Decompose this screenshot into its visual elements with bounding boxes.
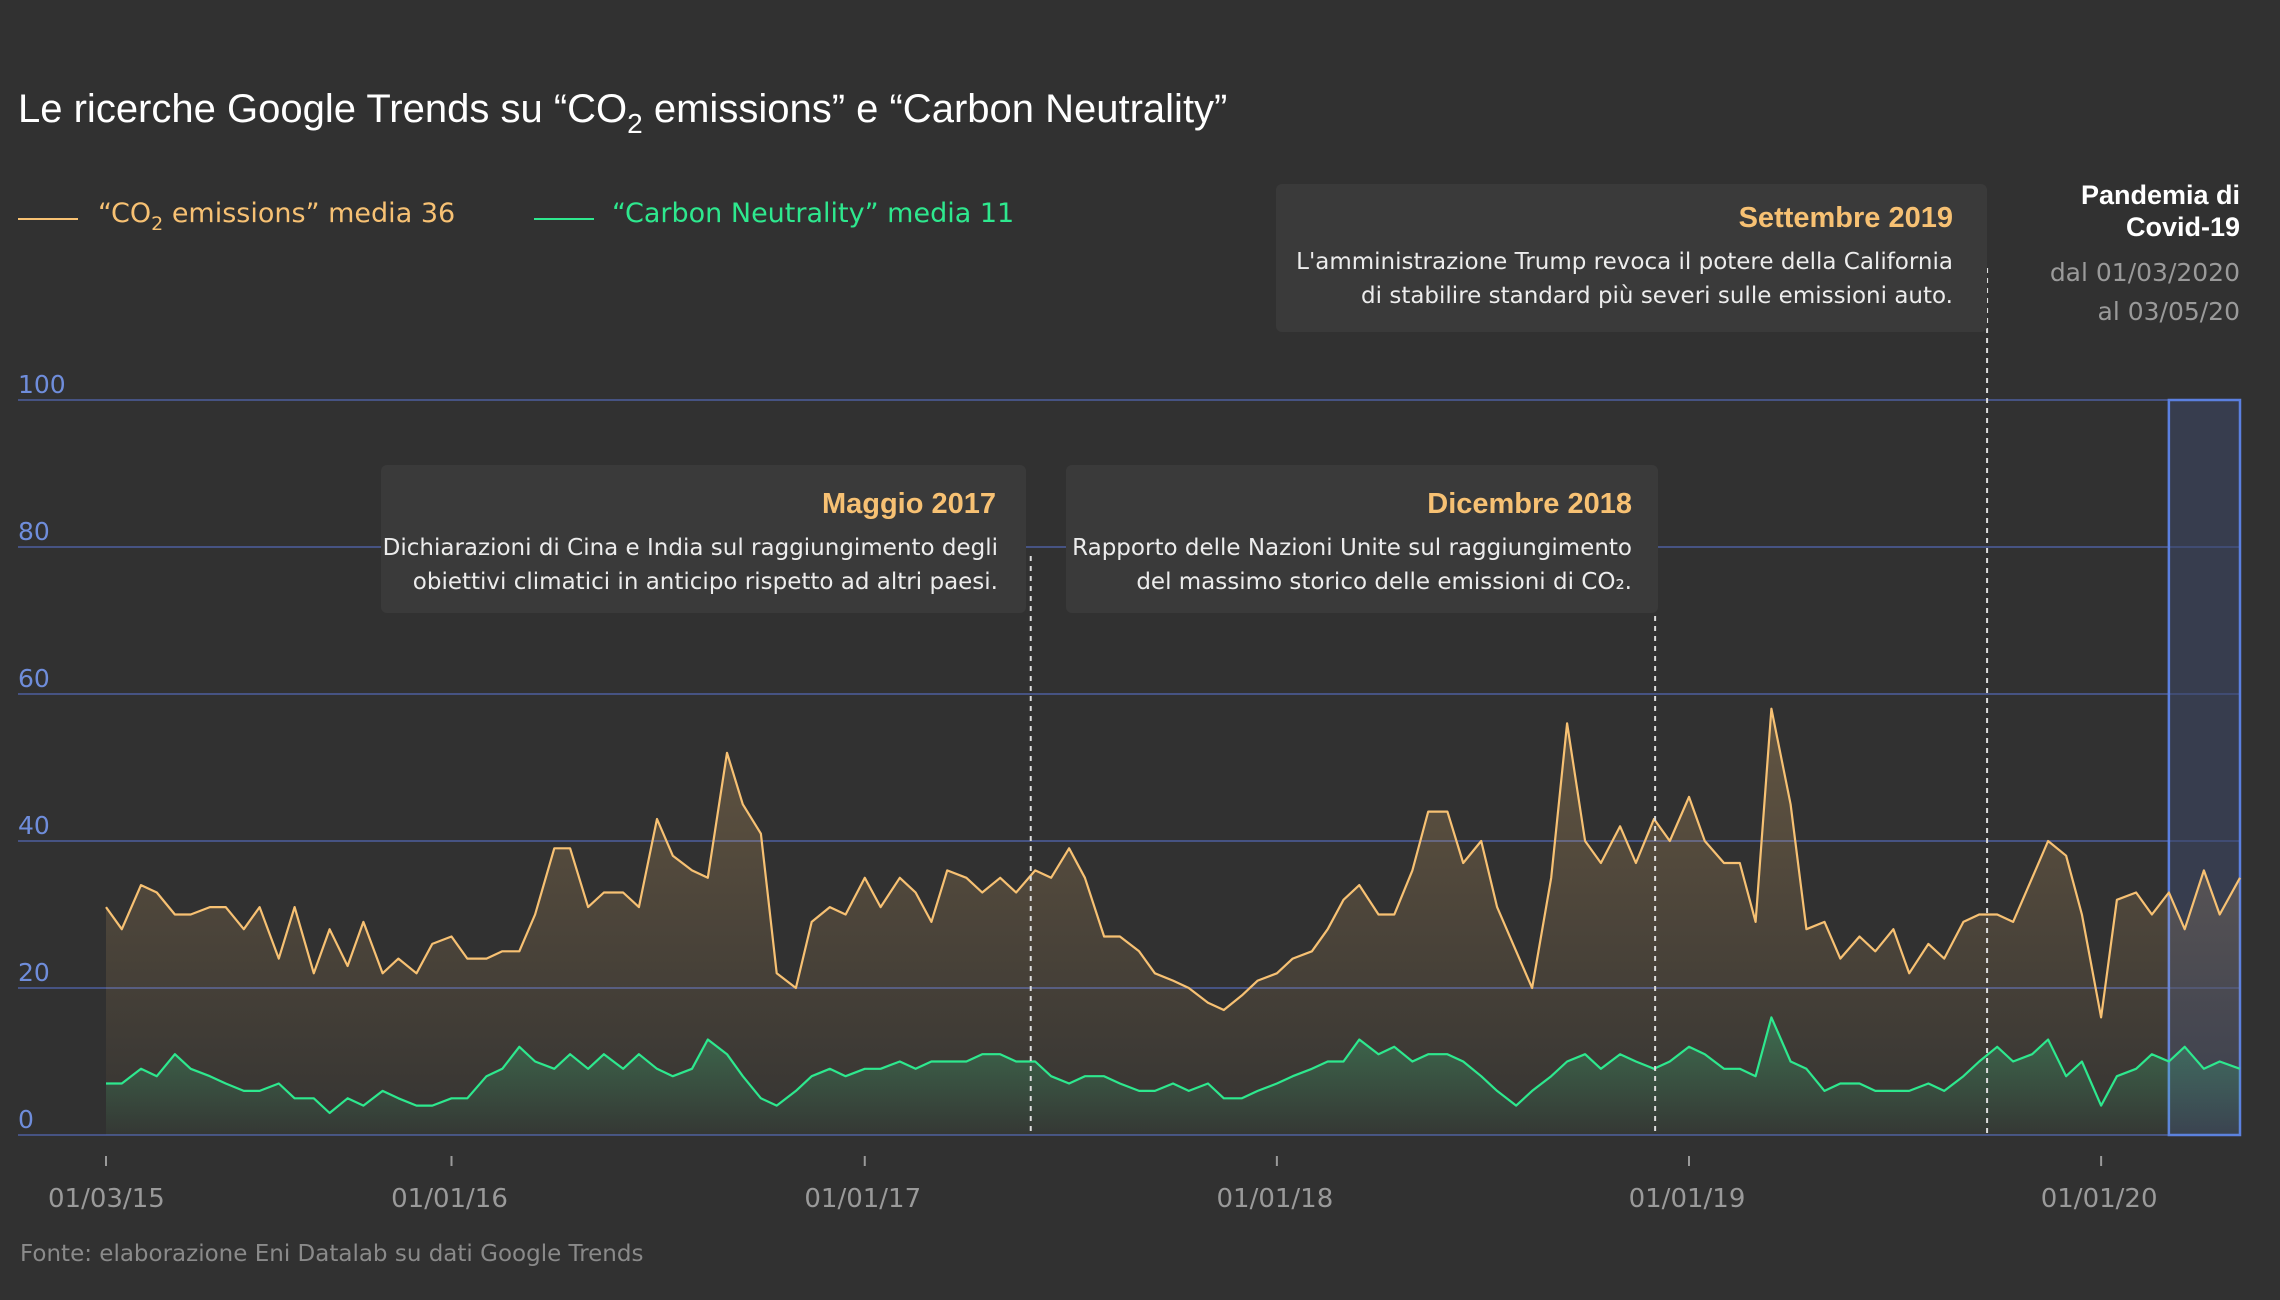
legend-label-co2: “CO2 emissions” media 36 [98, 198, 455, 235]
chart-title: Le ricerche Google Trends su “CO2 emissi… [18, 87, 1227, 139]
covid-label: Pandemia di Covid-19 dal 01/03/2020 al 0… [2050, 180, 2240, 326]
y-tick-label: 100 [18, 370, 66, 399]
annotation-text-line-2: obiettivi climatici in anticipo rispetto… [413, 569, 998, 595]
x-tick-label: 01/01/18 [1216, 1184, 1333, 1214]
source-note: Fonte: elaborazione Eni Datalab su dati … [20, 1241, 643, 1267]
annotation-title: Settembre 2019 [1739, 202, 1953, 234]
annotation-box [1066, 465, 1658, 613]
x-tick-label: 01/01/16 [391, 1184, 508, 1214]
annotation-lines [1029, 268, 1989, 1135]
y-tick-label: 0 [18, 1105, 34, 1134]
x-tick-label: 01/01/20 [2041, 1184, 2158, 1214]
legend: “CO2 emissions” media 36 “Carbon Neutral… [18, 198, 1014, 235]
x-axis: 01/03/15 01/01/16 01/01/17 01/01/18 01/01/19… [48, 1156, 2158, 1214]
covid-date-from: dal 01/03/2020 [2050, 258, 2240, 287]
annotation-text-line-2: del massimo storico delle emissioni di C… [1136, 569, 1632, 595]
annotation-box [381, 465, 1026, 613]
annotation-text-line-1: Dichiarazioni di Cina e India sul raggiu… [383, 535, 998, 561]
covid-title-line-2: Covid-19 [2126, 212, 2240, 242]
series-line-1 [106, 1016, 2241, 1115]
annotation-title: Maggio 2017 [822, 488, 996, 520]
y-tick-label: 60 [18, 664, 50, 693]
annotation-text-line-1: L'amministrazione Trump revoca il potere… [1296, 249, 1953, 275]
series-layer [105, 707, 2241, 1135]
series-area-1 [106, 1017, 2240, 1135]
series-area-0 [106, 708, 2240, 1135]
annotation-dec-2018: Dicembre 2018 Rapporto delle Nazioni Uni… [1066, 465, 1658, 613]
covid-title-line-1: Pandemia di [2081, 180, 2240, 210]
annotation-box [1276, 184, 1987, 332]
annotation-text-line-2: di stabilire standard più severi sulle e… [1361, 283, 1953, 309]
y-tick-label: 40 [18, 811, 50, 840]
legend-label-cn: “Carbon Neutrality” media 11 [612, 198, 1014, 229]
annotation-may-2017: Maggio 2017 Dichiarazioni di Cina e Indi… [381, 465, 1026, 613]
annotation-sep-2019: Settembre 2019 L'amministrazione Trump r… [1276, 184, 1987, 332]
y-tick-label: 80 [18, 517, 50, 546]
annotation-title: Dicembre 2018 [1427, 488, 1632, 520]
x-tick-label: 01/01/17 [804, 1184, 921, 1214]
y-tick-label: 20 [18, 958, 50, 987]
x-tick-label: 01/03/15 [48, 1184, 165, 1214]
covid-date-to: al 03/05/20 [2098, 297, 2241, 326]
series-line-0 [105, 707, 2241, 1019]
annotation-text-line-1: Rapporto delle Nazioni Unite sul raggiun… [1072, 535, 1632, 561]
x-tick-label: 01/01/19 [1629, 1184, 1746, 1214]
